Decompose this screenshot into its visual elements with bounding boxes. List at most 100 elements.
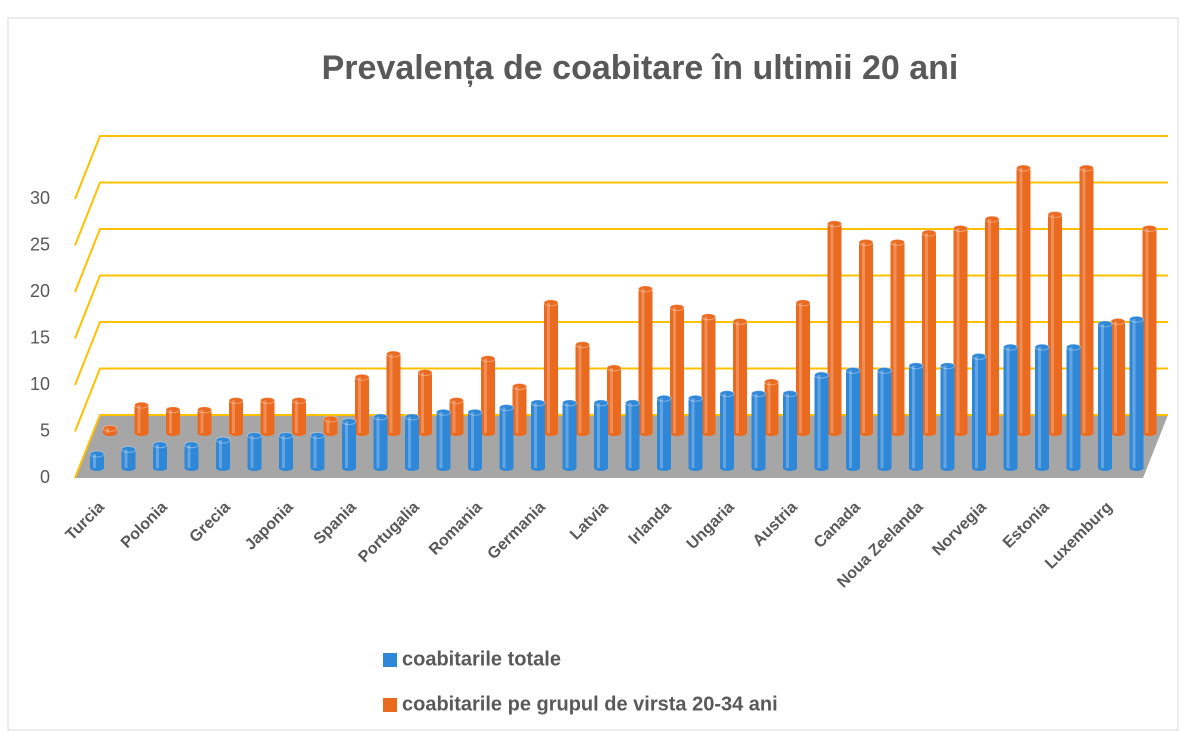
bar-top <box>1142 224 1157 232</box>
bar-shine <box>1051 214 1054 433</box>
bar-top <box>543 299 559 307</box>
bar-top <box>908 362 924 370</box>
bar-base <box>418 430 432 436</box>
bar-top <box>669 303 685 311</box>
bar-top <box>278 431 294 439</box>
bar-top <box>228 396 244 404</box>
grid-line <box>74 135 1168 200</box>
bar-base <box>859 430 873 436</box>
bar-top <box>795 299 811 307</box>
bar-top <box>341 418 357 425</box>
bar-base <box>972 465 986 471</box>
bar-base <box>342 465 356 471</box>
bar-body <box>1016 167 1031 433</box>
chart-border <box>7 17 1179 731</box>
bar-body <box>1079 167 1094 433</box>
bar <box>386 350 401 436</box>
bar-top <box>480 355 496 363</box>
bar <box>1079 164 1094 436</box>
bar <box>1016 164 1031 436</box>
bar-base <box>1016 430 1031 436</box>
bar-body <box>1111 321 1125 433</box>
bar <box>530 399 546 471</box>
bar-top <box>1097 320 1113 328</box>
bar-shine <box>925 233 928 433</box>
bar-base <box>575 430 590 436</box>
bar-shine <box>799 302 802 433</box>
bar <box>908 362 924 471</box>
bar-base <box>544 430 558 436</box>
bar-body <box>1098 323 1112 468</box>
bar-base <box>657 465 671 471</box>
bar-shine <box>660 398 663 468</box>
bar-base <box>1066 465 1081 471</box>
bar-shine <box>534 402 537 468</box>
bar <box>732 317 748 436</box>
bar <box>1047 210 1063 436</box>
bar-base <box>1098 465 1112 471</box>
bar-body <box>1003 347 1018 468</box>
bar <box>877 366 892 471</box>
bar-base <box>877 465 892 471</box>
legend-label: coabitarile pe grupul de virsta 20-34 an… <box>402 693 778 715</box>
bar <box>247 431 262 471</box>
bar-top <box>764 378 779 386</box>
bar <box>89 450 105 471</box>
bar-shine <box>326 419 330 433</box>
y-tick-label: 25 <box>30 234 50 254</box>
bar-top <box>782 390 798 398</box>
bar-shine <box>295 400 298 433</box>
bar-body <box>279 435 293 468</box>
bar-body <box>436 412 451 468</box>
bar-shine <box>849 370 852 468</box>
bar-shine <box>1038 347 1041 468</box>
bar-shine <box>830 223 834 433</box>
bar <box>197 406 212 436</box>
bar-body <box>531 402 545 468</box>
bar-base <box>90 465 104 471</box>
bar-shine <box>1145 228 1149 433</box>
bar-shine <box>975 356 978 468</box>
bar <box>121 445 136 471</box>
bar-shine <box>471 412 474 468</box>
bar-top <box>890 238 905 246</box>
bar-body <box>134 405 149 433</box>
bar-base <box>292 430 306 436</box>
bar <box>606 364 622 436</box>
bar-base <box>670 430 684 436</box>
bar <box>341 418 357 471</box>
bar-shine <box>156 444 159 468</box>
bar-body <box>90 454 104 468</box>
bar-top <box>386 350 401 358</box>
bar <box>310 431 325 471</box>
bar-shine <box>893 242 897 433</box>
bar-top <box>606 364 622 372</box>
bar-top <box>1110 317 1126 325</box>
bar-body <box>373 416 388 468</box>
bar-top <box>719 390 735 398</box>
bar-top <box>921 229 937 237</box>
bar <box>764 378 779 436</box>
bar-shine <box>817 375 821 468</box>
bar <box>953 224 968 436</box>
bar-base <box>764 430 779 436</box>
bar-base <box>279 465 293 471</box>
bar-shine <box>282 435 285 468</box>
bar-base <box>310 465 325 471</box>
bar-top <box>530 399 546 407</box>
bar-top <box>1129 315 1144 323</box>
bar-shine <box>1101 323 1104 468</box>
bar <box>260 396 275 436</box>
bar-top <box>562 399 577 407</box>
bar <box>890 238 905 436</box>
bar-body <box>184 444 199 468</box>
bar-shine <box>376 416 380 468</box>
bar-base <box>814 465 829 471</box>
bar-shine <box>106 428 109 433</box>
bar-base <box>1142 430 1157 436</box>
bar-shine <box>232 400 235 433</box>
bar-body <box>720 393 734 468</box>
bar-base <box>355 430 369 436</box>
bar-shine <box>345 421 348 468</box>
legend-swatch <box>383 698 397 712</box>
